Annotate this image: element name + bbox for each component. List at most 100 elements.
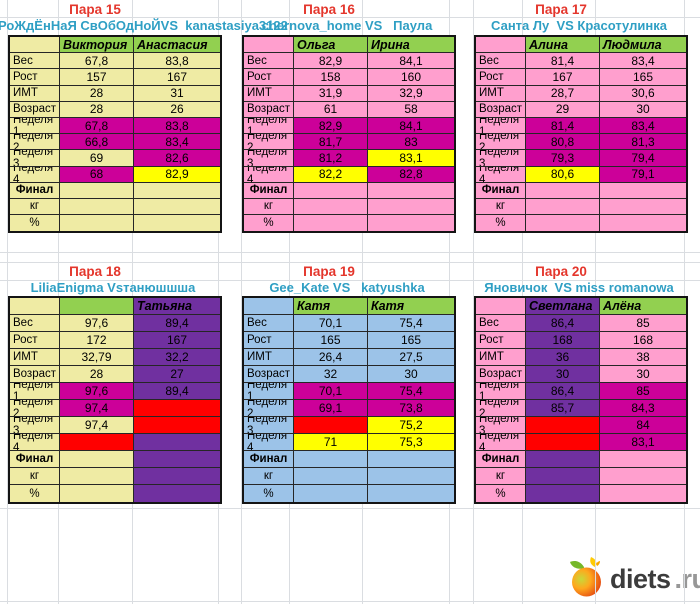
gridline-horizontal [0, 17, 700, 18]
value-cell: 75,4 [368, 315, 454, 332]
value-cell: 26,4 [294, 349, 368, 366]
value-cell: 81,7 [294, 134, 368, 151]
value-cell: 67,8 [60, 53, 134, 70]
value-cell: 66,8 [60, 134, 134, 151]
value-cell: 29 [526, 101, 600, 118]
row-label: Возраст [244, 366, 294, 383]
row-label: Неделя 3 [476, 417, 526, 434]
value-cell: 31,9 [294, 85, 368, 102]
row-label: Финал [10, 182, 60, 199]
row-label: Неделя 4 [476, 434, 526, 451]
value-cell: 75,2 [368, 417, 454, 434]
row-label: % [244, 215, 294, 232]
value-cell: 30 [368, 366, 454, 383]
value-cell [368, 468, 454, 485]
participant-header: Людмила [600, 37, 686, 54]
row-label: % [476, 485, 526, 502]
value-cell [134, 215, 220, 232]
value-cell [134, 468, 220, 485]
row-label: Вес [10, 315, 60, 332]
pair-versus-subtitle: Gee_Kate VS katyushka [269, 280, 425, 295]
pair-versus-subtitle: chernova_home VS Паула [261, 18, 433, 33]
participant-header: Ирина [368, 37, 454, 54]
row-label: Неделя 1 [476, 383, 526, 400]
row-label: Вес [244, 53, 294, 70]
value-cell: 83 [368, 134, 454, 151]
value-cell [134, 485, 220, 502]
row-label: Вес [244, 315, 294, 332]
pair-versus-subtitle: РоЖдЁнНаЯ СвОбОдНоЙVS kanastasiya3122 [0, 18, 288, 33]
value-cell: 75,4 [368, 383, 454, 400]
row-label: Неделя 2 [244, 134, 294, 151]
apple-icon [569, 556, 606, 603]
pair-title: Пара 16 [303, 2, 355, 17]
row-label: Неделя 1 [244, 117, 294, 135]
row-label: ИМТ [10, 349, 60, 366]
value-cell: 82,9 [294, 53, 368, 70]
value-cell [294, 451, 368, 468]
pair-title: Пара 19 [303, 264, 355, 279]
value-cell [600, 182, 686, 199]
value-cell [526, 182, 600, 199]
value-cell [134, 434, 220, 451]
value-cell: 36 [526, 349, 600, 366]
value-cell: 82,2 [294, 166, 368, 183]
value-cell [134, 182, 220, 199]
pair-title: Пара 17 [535, 2, 587, 17]
value-cell: 71 [294, 434, 368, 451]
value-cell [368, 182, 454, 199]
row-label: Неделя 1 [476, 117, 526, 135]
value-cell: 32,79 [60, 349, 134, 366]
value-cell: 32 [294, 366, 368, 383]
value-cell: 83,1 [600, 434, 686, 451]
gridline-vertical [473, 0, 474, 604]
row-label: ИМТ [476, 85, 526, 102]
row-label: Вес [476, 315, 526, 332]
value-cell: 70,1 [294, 315, 368, 332]
gridline-horizontal [0, 508, 700, 509]
row-label: Возраст [10, 366, 60, 383]
corner-cell [244, 298, 294, 315]
value-cell: 81,3 [600, 134, 686, 151]
gridline-horizontal [0, 252, 700, 253]
value-cell [60, 468, 134, 485]
gridline-vertical [7, 0, 8, 604]
value-cell: 97,4 [60, 400, 134, 417]
value-cell [600, 198, 686, 216]
value-cell: 83,1 [368, 150, 454, 167]
value-cell [60, 485, 134, 502]
value-cell: 30 [600, 101, 686, 118]
row-label: Неделя 2 [476, 400, 526, 417]
row-label: Неделя 4 [244, 434, 294, 451]
value-cell: 83,4 [600, 117, 686, 135]
value-cell [600, 215, 686, 232]
value-cell: 84 [600, 417, 686, 434]
row-label: Неделя 2 [244, 400, 294, 417]
row-label: Финал [10, 451, 60, 468]
value-cell: 75,3 [368, 434, 454, 451]
pair-table: Катя Катя Вес 70,1 75,4 Рост 165 165 ИМТ 26,4 27,5… [242, 296, 456, 504]
row-label: Неделя 3 [244, 150, 294, 167]
row-label: Рост [244, 332, 294, 349]
value-cell: 27,5 [368, 349, 454, 366]
value-cell [526, 198, 600, 216]
row-label: Возраст [476, 101, 526, 118]
value-cell: 82,9 [134, 166, 220, 183]
corner-cell [10, 298, 60, 315]
value-cell: 79,4 [600, 150, 686, 167]
gridline-horizontal [0, 280, 700, 281]
participant-header: Алёна [600, 298, 686, 315]
row-label: Возраст [10, 101, 60, 118]
value-cell: 79,3 [526, 150, 600, 167]
row-label: кг [244, 198, 294, 216]
value-cell: 158 [294, 69, 368, 86]
participant-header: Алина [526, 37, 600, 54]
value-cell [368, 215, 454, 232]
value-cell: 172 [60, 332, 134, 349]
value-cell: 80,6 [526, 166, 600, 183]
value-cell: 97,6 [60, 383, 134, 400]
row-label: кг [10, 198, 60, 216]
value-cell: 79,1 [600, 166, 686, 183]
row-label: % [476, 215, 526, 232]
value-cell [294, 182, 368, 199]
